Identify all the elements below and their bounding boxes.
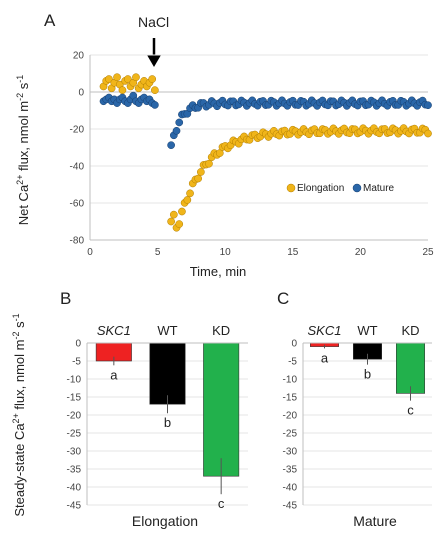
data-point-elongation [167,217,175,226]
panel-a-label: A [44,11,56,30]
panel-c: C 0 -5 -10 -15 -20 -25 -30 -35 -40 -45 SKC1 a WT b KD c… [277,289,432,529]
y-tick-label: -40 [70,162,85,173]
y-tick-label: -35 [67,465,82,476]
x-tick-label: 10 [220,247,232,258]
data-point-elongation [194,174,203,183]
mature-bar-kd [396,342,425,394]
category-label: SKC1 [308,323,342,338]
y-tick-label: -10 [283,375,298,386]
category-label: KD [212,323,230,338]
panel-c-label: C [277,289,289,308]
legend-label-elongation: Elongation [297,183,344,194]
y-tick-label: -80 [70,236,85,247]
significance-letter: c [218,496,225,511]
panel-b-title: Elongation [132,513,198,529]
data-point-elongation [183,196,192,204]
data-point-mature [172,126,181,135]
y-tick-label: -10 [67,375,82,386]
significance-letter: b [364,367,371,382]
y-tick-label: -20 [70,125,85,136]
significance-letter: a [321,350,329,365]
significance-letter: a [110,367,118,382]
x-axis-label: Time, min [190,264,247,279]
y-axis-label-a: Net Ca2+ flux, nmol m-2 s-1 [15,75,31,226]
data-point-elongation [205,159,213,168]
y-tick-label: -30 [67,447,82,458]
x-tick-label: 5 [155,247,161,258]
significance-letter: b [164,415,171,430]
data-point-elongation [178,207,186,216]
y-axis-label-b: Steady-state Ca2+ flux, nmol m-2 s-1 [11,313,27,516]
data-point-elongation [148,75,157,83]
data-point-mature [151,101,159,109]
data-point-elongation [124,75,132,83]
y-tick-label: 0 [291,339,297,350]
nacl-arrow [147,38,161,67]
significance-letter: c [407,403,414,418]
x-tick-label: 25 [422,247,434,258]
nacl-annotation: NaCl [138,14,169,30]
y-tick-label: -40 [67,483,82,494]
data-point-elongation [169,210,178,219]
y-tick-label: -20 [283,411,298,422]
y-tick-label: -35 [283,465,298,476]
y-tick-label: -40 [283,483,298,494]
data-point-elongation [105,75,113,83]
legend-marker-mature [352,183,362,193]
y-tick-label: 0 [75,339,81,350]
y-tick-label: -45 [67,501,82,512]
panel-c-title: Mature [353,513,397,529]
data-point-elongation [118,86,127,95]
data-point-mature [424,101,432,110]
category-label: WT [357,323,377,338]
y-tick-label: 0 [78,88,84,99]
y-tick-label: -5 [288,357,297,368]
panel-b-label: B [60,289,71,308]
elongation-bar-kd [203,342,240,477]
legend: Elongation Mature [286,183,395,194]
data-point-mature [167,141,175,150]
y-tick-label: -20 [67,411,82,422]
data-point-elongation [132,73,140,82]
data-point-mature [175,118,184,127]
category-label: KD [401,323,419,338]
y-tick-label: -15 [67,393,82,404]
y-tick-label: -25 [283,429,298,440]
data-point-elongation [424,129,432,138]
y-tick-label: -15 [283,393,298,404]
y-tick-label: -30 [283,447,298,458]
y-tick-label: -25 [67,429,82,440]
y-tick-label: -5 [72,357,81,368]
legend-marker-elongation [286,183,296,193]
x-tick-label: 20 [355,247,367,258]
legend-label-mature: Mature [363,183,395,194]
data-point-elongation [197,168,205,176]
panel-b: B 0 -5 -10 -15 -20 -25 -30 -35 -40 -45 SKC1 a WT b KD c… [11,289,248,529]
y-tick-label: 20 [73,51,85,62]
y-tick-label: -45 [283,501,298,512]
data-point-elongation [113,73,121,82]
x-tick-label: 0 [87,247,93,258]
data-point-elongation [151,86,159,95]
y-tick-label: -60 [70,199,85,210]
category-label: WT [157,323,177,338]
data-point-elongation [186,189,194,198]
data-point-elongation [175,220,184,228]
category-label: SKC1 [97,323,131,338]
x-tick-label: 15 [287,247,299,258]
elongation-bar-wt [149,342,186,405]
panel-a: A NaCl -80 -60 -40 -20 0 20 0 5 10 15 20 25 Time, m… [15,11,434,279]
